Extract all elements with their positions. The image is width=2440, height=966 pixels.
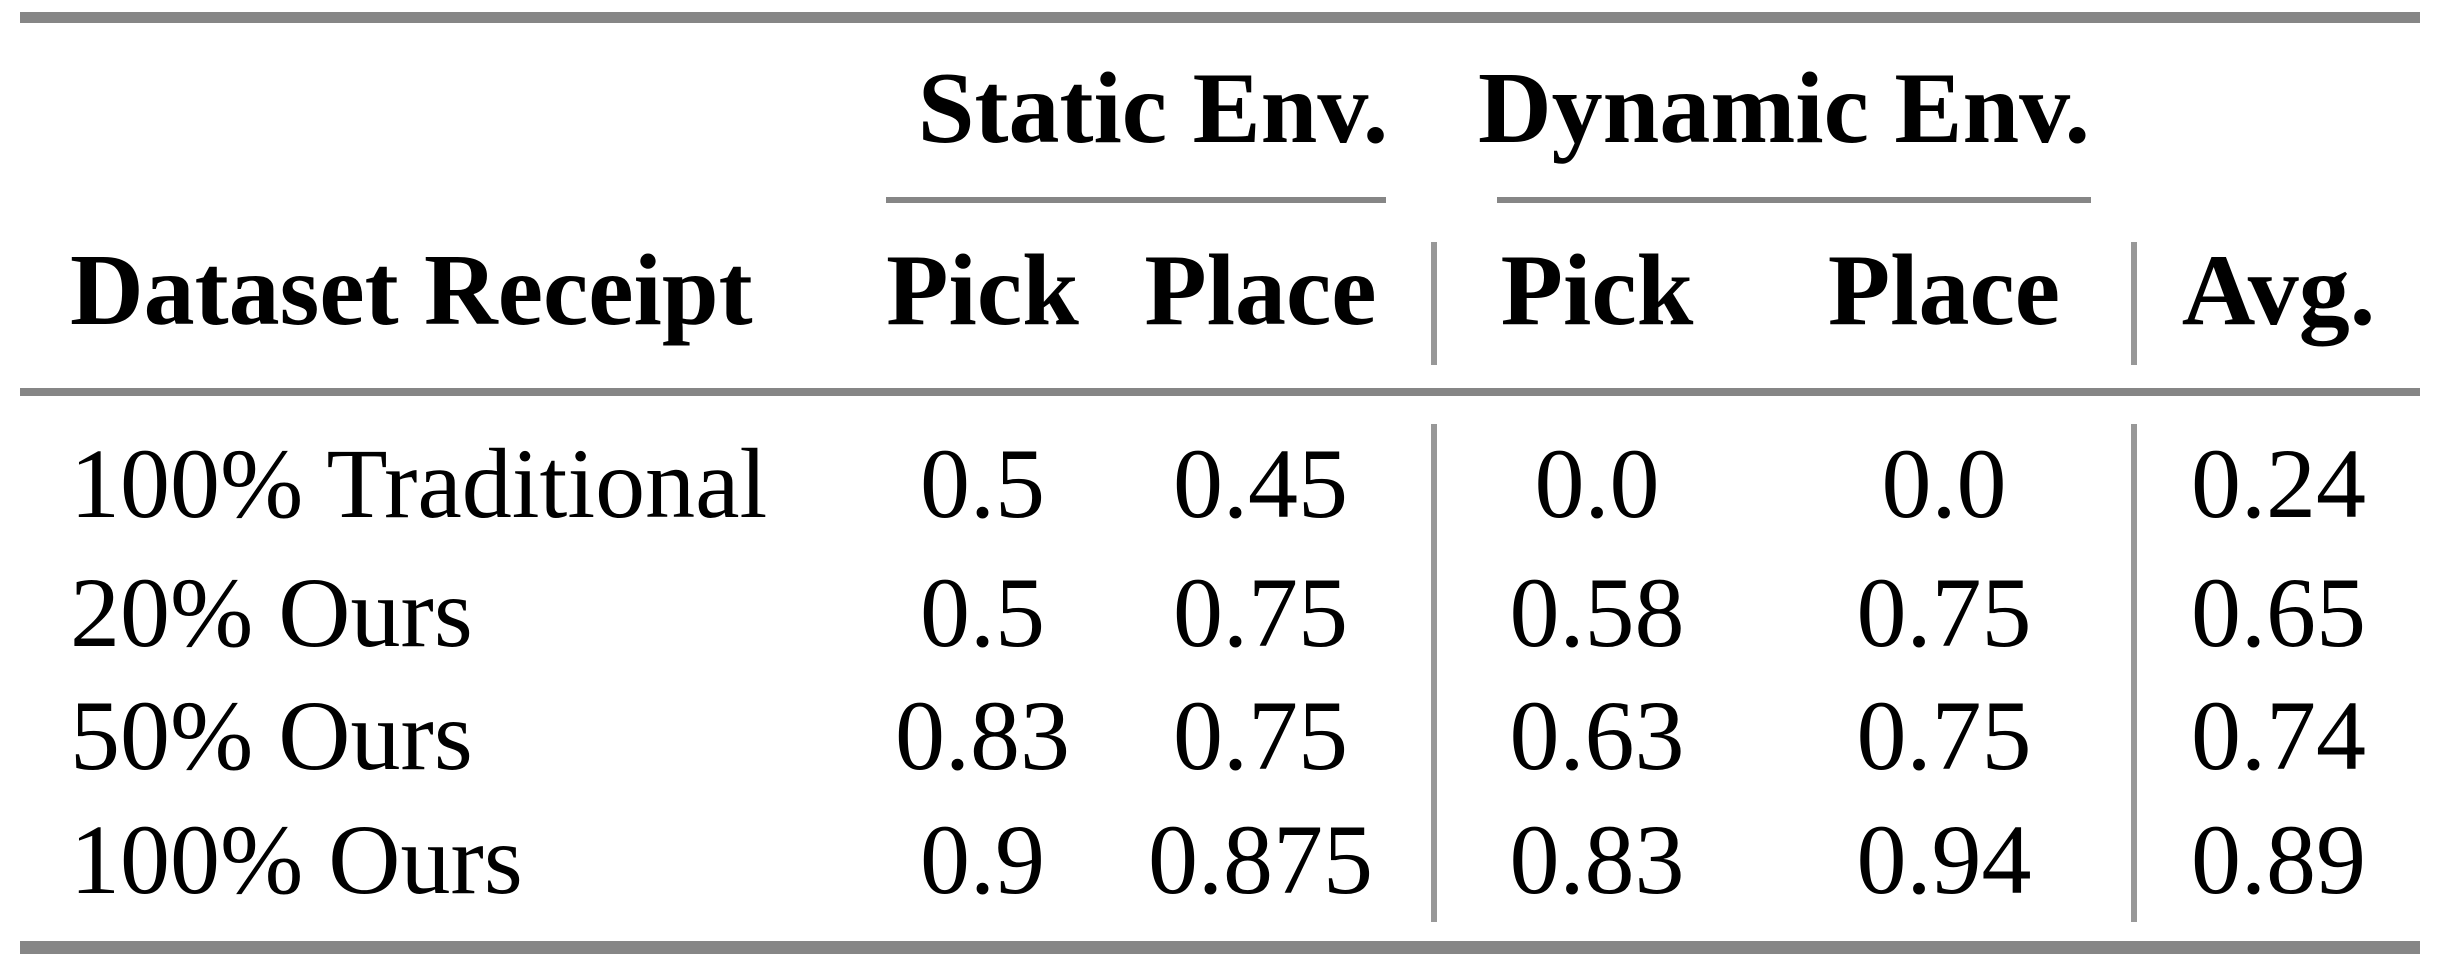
bottom-rule xyxy=(20,941,2420,954)
cell-dynamic-pick: 0.0 xyxy=(1534,428,1660,539)
cell-static-place: 0.875 xyxy=(1148,804,1373,915)
col-header-static-pick: Pick xyxy=(886,234,1079,347)
row-label: 20% Ours xyxy=(70,557,473,668)
cell-static-pick: 0.83 xyxy=(895,680,1070,791)
avg-empty-cell xyxy=(2137,58,2420,160)
cell-static-pick: 0.5 xyxy=(920,557,1045,668)
cell-dynamic-place: 0.0 xyxy=(1881,428,2007,539)
col-header-dynamic-pick: Pick xyxy=(1500,234,1694,347)
col-header-avg: Avg. xyxy=(2181,234,2376,347)
corner-empty-cell xyxy=(0,58,875,160)
static-env-group-header: Static Env. xyxy=(917,52,1389,165)
column-group-header-row: Static Env. Dynamic Env. xyxy=(0,58,2440,160)
cell-dynamic-pick: 0.58 xyxy=(1509,557,1685,668)
table-row: 20% Ours 0.5 0.75 0.58 0.75 0.65 xyxy=(0,563,2440,663)
cell-dynamic-place: 0.75 xyxy=(1856,557,2032,668)
col-header-dynamic-place: Place xyxy=(1827,234,2061,347)
cell-dynamic-pick: 0.63 xyxy=(1509,680,1685,791)
dynamic-env-group-header: Dynamic Env. xyxy=(1477,52,2091,165)
cell-static-place: 0.75 xyxy=(1173,557,1348,668)
row-label: 50% Ours xyxy=(70,680,473,791)
table-row: 50% Ours 0.83 0.75 0.63 0.75 0.74 xyxy=(0,686,2440,786)
cell-static-place: 0.75 xyxy=(1173,680,1348,791)
cell-dynamic-place: 0.94 xyxy=(1856,804,2032,915)
row-label: 100% Traditional xyxy=(70,428,768,539)
table-row: 100% Ours 0.9 0.875 0.83 0.94 0.89 xyxy=(0,810,2440,910)
static-env-cmidrule xyxy=(886,197,1386,203)
cell-static-pick: 0.5 xyxy=(920,428,1045,539)
col-header-static-place: Place xyxy=(1144,234,1377,347)
left-column-separator-body xyxy=(1431,424,1437,922)
right-column-separator-body xyxy=(2131,424,2137,922)
cell-dynamic-pick: 0.83 xyxy=(1509,804,1685,915)
column-header-row: Dataset Receipt Pick Place Pick Place Av… xyxy=(0,240,2440,342)
dynamic-env-cmidrule xyxy=(1497,197,2091,203)
cell-avg: 0.74 xyxy=(2191,680,2366,791)
cell-static-pick: 0.9 xyxy=(920,804,1045,915)
right-column-separator-header xyxy=(2131,242,2137,365)
table-row: 100% Traditional 0.5 0.45 0.0 0.0 0.24 xyxy=(0,434,2440,534)
mid-rule xyxy=(20,388,2420,396)
cell-avg: 0.24 xyxy=(2191,428,2366,539)
col-header-dataset-receipt: Dataset Receipt xyxy=(70,234,753,347)
cell-dynamic-place: 0.75 xyxy=(1856,680,2032,791)
top-rule xyxy=(20,12,2420,23)
cell-avg: 0.89 xyxy=(2191,804,2366,915)
cell-static-place: 0.45 xyxy=(1173,428,1348,539)
cell-avg: 0.65 xyxy=(2191,557,2366,668)
row-label: 100% Ours xyxy=(70,804,523,915)
left-column-separator-header xyxy=(1431,242,1437,365)
